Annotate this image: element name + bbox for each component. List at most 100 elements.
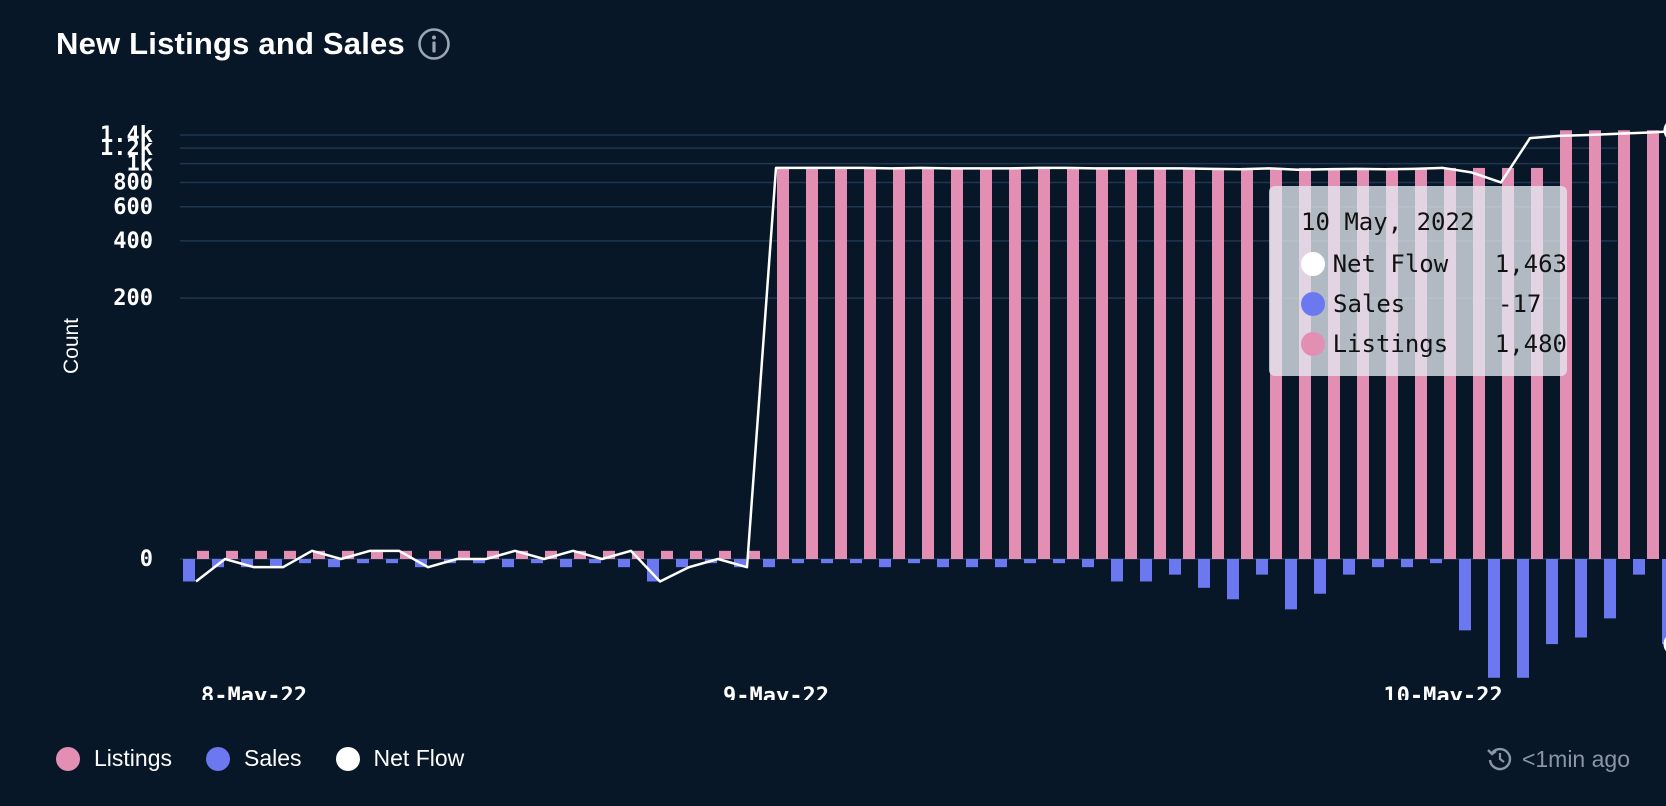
sales-bar [1082, 559, 1094, 568]
listings-bar [226, 550, 238, 559]
sales-bar [241, 559, 253, 568]
listings-bar [1647, 130, 1659, 560]
listings-bar [835, 167, 847, 559]
legend-label: Net Flow [373, 745, 465, 771]
legend-item-listings[interactable]: Listings [56, 745, 172, 772]
x-tick-label: 8-May-22 [201, 684, 307, 700]
listings-bar [1241, 167, 1253, 559]
refresh-clock-icon [1486, 745, 1514, 773]
sales-bar [299, 559, 311, 564]
sales-bar [879, 559, 891, 568]
listings-dot-icon [1301, 332, 1325, 356]
sales-bar [1343, 559, 1355, 575]
sales-bar [1662, 559, 1666, 645]
y-tick-label: 400 [113, 229, 153, 254]
listings-bar [806, 167, 818, 559]
sales-bar [473, 559, 485, 564]
listings-bar [197, 550, 209, 559]
sales-bar [560, 559, 572, 568]
listings-bar [661, 550, 673, 559]
sales-bar [676, 559, 688, 568]
sales-bar [270, 559, 282, 568]
legend-item-sales[interactable]: Sales [205, 745, 302, 772]
sales-bar [1024, 559, 1036, 564]
tooltip-value: 1,480 [1494, 330, 1567, 358]
sales-bar [1546, 559, 1558, 645]
listings-bar [545, 550, 557, 559]
sales-bar [966, 559, 978, 568]
y-tick-label: 600 [113, 195, 153, 220]
listings-bar [1125, 167, 1137, 559]
listings-bar [313, 550, 325, 559]
listings-bar [1096, 167, 1108, 559]
x-tick-label: 9-May-22 [723, 684, 829, 700]
listings-bar [1038, 167, 1050, 559]
sales-bar [1227, 559, 1239, 600]
listings-bar [777, 167, 789, 559]
listings-bar [487, 550, 499, 559]
sales-bar [357, 559, 369, 564]
listings-dot-icon [56, 746, 80, 771]
legend-label: Sales [243, 745, 302, 771]
sales-bar [763, 559, 775, 568]
sales-bar [386, 559, 398, 564]
listings-bar [574, 550, 586, 559]
refresh-text: <1min ago [1521, 745, 1630, 772]
sales-bar [589, 559, 601, 564]
net-flow-dot-icon [335, 746, 360, 771]
listings-bar [516, 550, 528, 559]
sales-bar [183, 559, 195, 582]
listings-bar [1009, 167, 1021, 559]
sales-bar [792, 559, 804, 564]
listings-bar [284, 550, 296, 559]
listings-bar [1067, 167, 1079, 559]
sales-bar [1459, 559, 1471, 631]
chart-legend: Listings Sales Net Flow [56, 745, 464, 772]
listings-bar [1618, 130, 1630, 560]
sales-bar [1198, 559, 1210, 588]
tooltip-value: -17 [1498, 290, 1542, 318]
sales-bar [908, 559, 920, 564]
tooltip-label: Net Flow [1332, 250, 1449, 278]
sales-bar [328, 559, 340, 568]
sales-bar [1053, 559, 1065, 564]
sales-bar [734, 559, 746, 568]
tooltip-label: Sales [1333, 290, 1406, 318]
legend-label: Listings [94, 745, 172, 771]
listings-bar [1589, 130, 1601, 560]
listings-bar [1183, 167, 1195, 559]
info-icon[interactable] [417, 27, 451, 61]
sales-bar [1575, 559, 1587, 638]
listings-bar [429, 550, 441, 559]
sales-bar [937, 559, 949, 568]
listings-bar [690, 550, 702, 559]
sales-bar [1517, 559, 1529, 678]
legend-item-net-flow[interactable]: Net Flow [335, 745, 465, 772]
sales-bar [1401, 559, 1413, 568]
refresh-status[interactable]: <1min ago [1486, 745, 1630, 773]
y-tick-label: 1k [127, 152, 154, 177]
sales-bar [1314, 559, 1326, 594]
listings-bar [1212, 167, 1224, 559]
y-tick-label: 200 [113, 286, 153, 311]
tooltip-date: 10 May, 2022 [1301, 208, 1475, 236]
y-tick-label: 1.2k [100, 136, 153, 161]
sales-bar [1372, 559, 1384, 568]
tooltip-row-listings: Listings 1,480 [1301, 324, 1567, 364]
sales-bar [502, 559, 514, 568]
listings-bar [951, 167, 963, 559]
listings-bar [748, 550, 760, 559]
y-tick-label: 1.4k [100, 123, 153, 148]
sales-dot-icon [1301, 292, 1325, 316]
tooltip-row-sales: Sales -17 [1301, 284, 1567, 324]
chart-tooltip: 10 May, 2022 Net Flow 1,463 Sales -17 Li… [1269, 186, 1567, 376]
y-tick-label: 0 [140, 547, 153, 572]
net-flow-dot-icon [1301, 252, 1325, 276]
listings-bar [1154, 167, 1166, 559]
listings-bar [342, 550, 354, 559]
listings-bar [603, 550, 615, 559]
y-axis-title: Count [60, 318, 83, 374]
listings-bar [980, 167, 992, 559]
sales-bar [1604, 559, 1616, 619]
chart-title: New Listings and Sales [56, 26, 405, 61]
